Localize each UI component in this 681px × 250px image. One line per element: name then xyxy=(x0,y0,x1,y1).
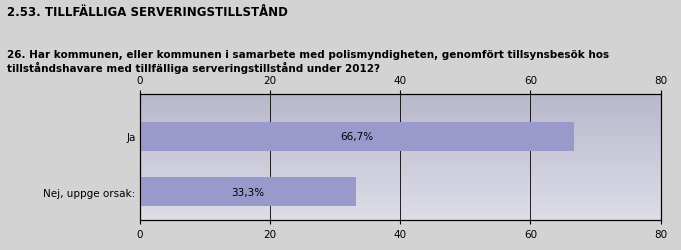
Bar xyxy=(140,122,574,151)
Text: 33,3%: 33,3% xyxy=(232,187,265,197)
Bar xyxy=(140,178,356,207)
Text: 66,7%: 66,7% xyxy=(340,132,373,142)
Text: 2.53. TILLFÄLLIGA SERVERINGSTILLSTÅND: 2.53. TILLFÄLLIGA SERVERINGSTILLSTÅND xyxy=(7,6,287,19)
Text: 26. Har kommunen, eller kommunen i samarbete med polismyndigheten, genomfört til: 26. Har kommunen, eller kommunen i samar… xyxy=(7,50,609,74)
